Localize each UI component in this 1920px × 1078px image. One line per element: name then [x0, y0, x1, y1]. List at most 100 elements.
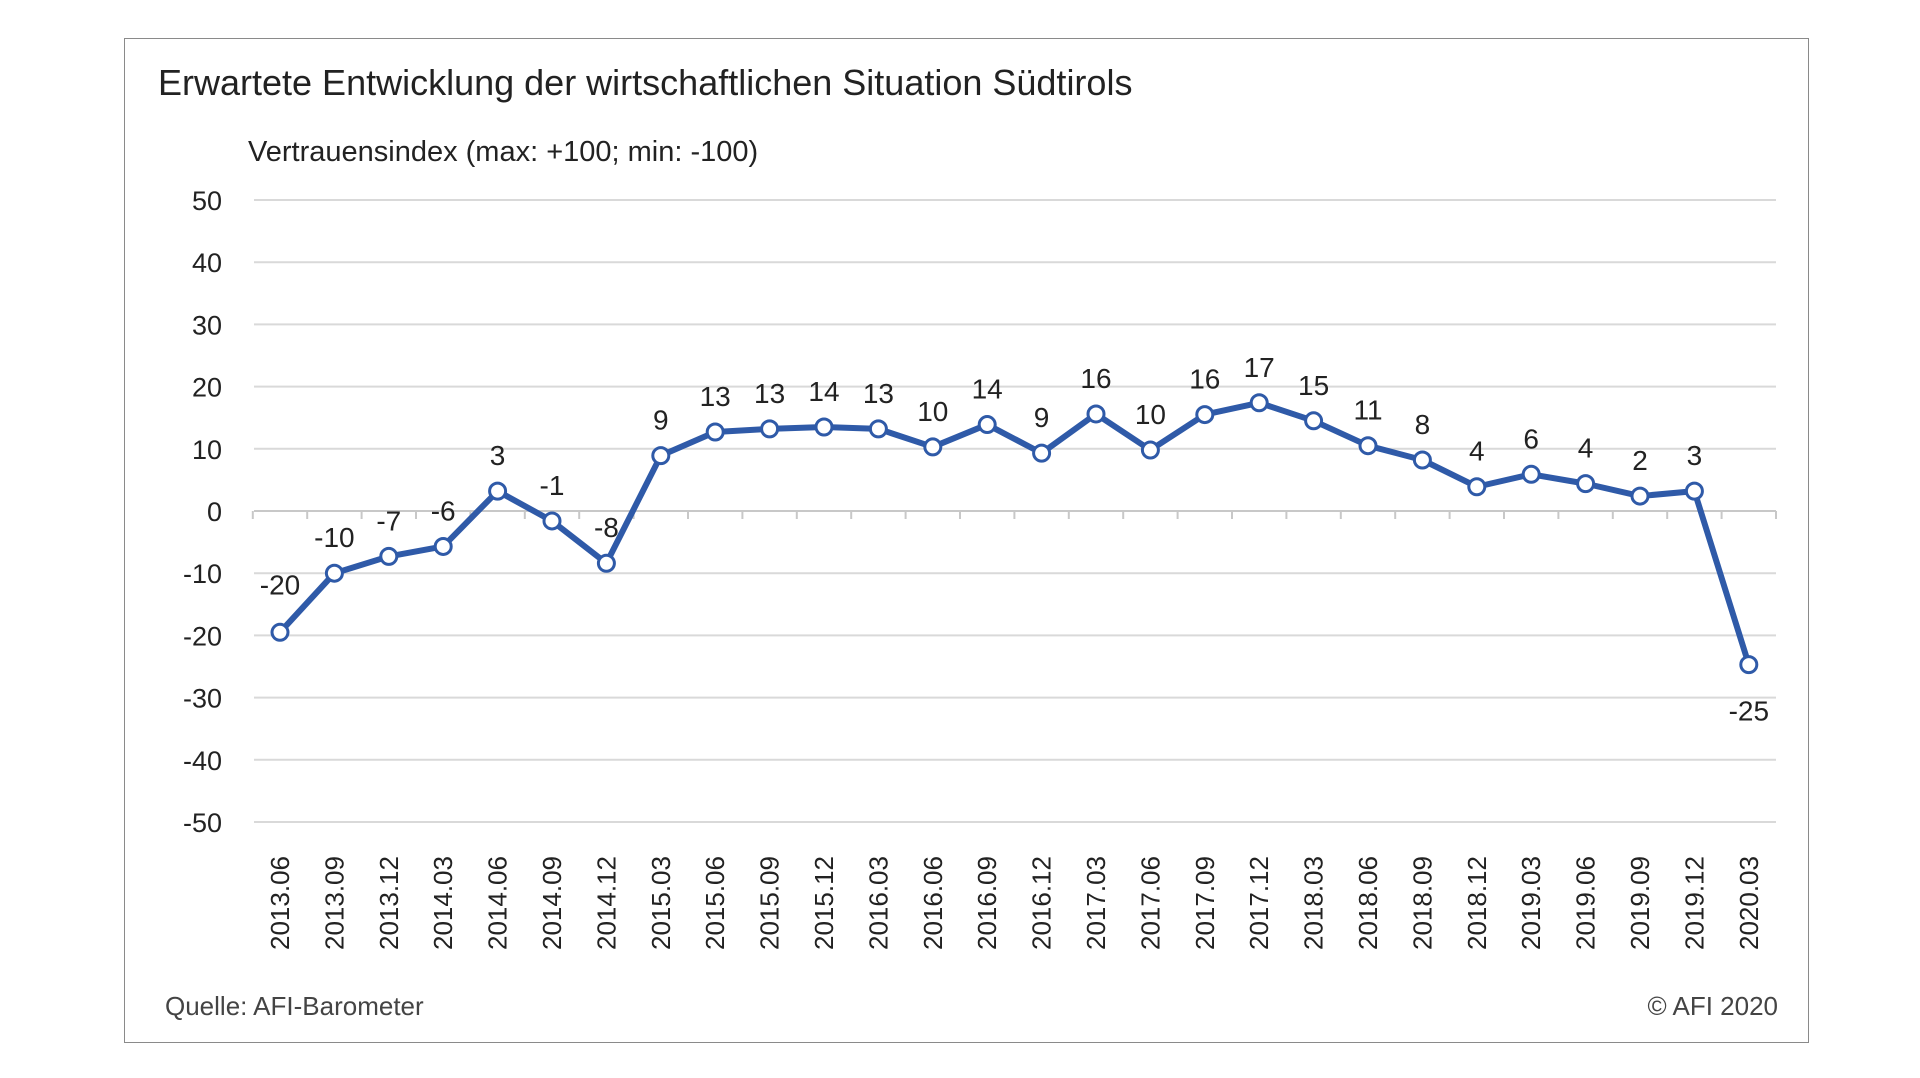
data-label: 6 [1523, 423, 1539, 454]
x-tick-label: 2014.03 [428, 856, 458, 950]
x-tick-label: 2015.09 [755, 856, 785, 950]
data-label: 10 [1135, 399, 1166, 430]
data-label: 2 [1632, 445, 1648, 476]
data-label: 9 [1034, 402, 1050, 433]
data-label: 16 [1189, 364, 1220, 395]
grid-lines [251, 199, 1777, 823]
data-point [814, 417, 834, 437]
x-tick-label: 2016.12 [1027, 856, 1057, 950]
data-point [1576, 474, 1596, 494]
data-label: -6 [431, 495, 456, 526]
data-label: 8 [1415, 409, 1431, 440]
copyright-note: © AFI 2020 [1647, 991, 1778, 1021]
data-label: -8 [594, 512, 619, 543]
y-tick-label: -20 [183, 621, 222, 651]
x-tick-label: 2018.06 [1353, 856, 1383, 950]
y-tick-label: 0 [207, 497, 222, 527]
data-label: -20 [260, 569, 300, 600]
data-point [542, 511, 562, 531]
data-label: 4 [1469, 436, 1485, 467]
x-tick-label: 2017.12 [1244, 856, 1274, 950]
data-point [1467, 477, 1487, 497]
x-tick-label: 2019.12 [1679, 856, 1709, 950]
x-tick-label: 2017.03 [1081, 856, 1111, 950]
data-point [1032, 443, 1052, 463]
y-tick-label: 10 [192, 435, 222, 465]
data-label: 13 [754, 378, 785, 409]
data-label: 11 [1353, 395, 1382, 426]
data-point [1195, 405, 1215, 425]
data-point [1739, 655, 1759, 675]
data-label: 15 [1298, 370, 1329, 401]
data-label: -1 [540, 470, 565, 501]
data-point [760, 419, 780, 439]
data-point [705, 422, 725, 442]
x-tick-label: 2016.03 [863, 856, 893, 950]
x-tick-label: 2018.12 [1462, 856, 1492, 950]
x-tick-label: 2013.09 [319, 856, 349, 950]
y-tick-label: 30 [192, 310, 222, 340]
chart-title: Erwartete Entwicklung der wirtschaftlich… [158, 62, 1133, 103]
chart-frame [124, 38, 1809, 1043]
x-tick-label: 2016.06 [918, 856, 948, 950]
data-labels: -20 -10 -7 -6 3 -1 -8 9 13 13 14 13 10 14 9 16 10 16 17 15 1… [260, 352, 1769, 727]
data-point [270, 622, 290, 642]
x-tick-label: 2018.09 [1407, 856, 1437, 950]
data-point [1684, 481, 1704, 501]
x-tick-label: 2015.06 [700, 856, 730, 950]
data-point [923, 437, 943, 457]
data-point [1249, 393, 1269, 413]
x-tick-label: 2014.12 [591, 856, 621, 950]
data-point [433, 536, 453, 556]
y-tick-label: -50 [183, 808, 222, 838]
data-point [868, 419, 888, 439]
data-point [488, 481, 508, 501]
x-tick-label: 2019.09 [1625, 856, 1655, 950]
data-label: 13 [863, 378, 894, 409]
data-label: 10 [917, 396, 948, 427]
y-tick-label: -10 [183, 559, 222, 589]
data-point [1358, 436, 1378, 456]
data-label: 16 [1080, 363, 1111, 394]
y-tick-label: -30 [183, 684, 222, 714]
x-tick-label: 2017.06 [1135, 856, 1165, 950]
data-label: 17 [1244, 352, 1275, 383]
data-label: -10 [314, 522, 354, 553]
data-label: 4 [1578, 433, 1594, 464]
x-tick-label: 2019.06 [1571, 856, 1601, 950]
x-tick-label: 2016.09 [972, 856, 1002, 950]
data-point [1304, 411, 1324, 431]
data-point [1412, 450, 1432, 470]
y-tick-label: 20 [192, 373, 222, 403]
x-tick-label: 2013.12 [374, 856, 404, 950]
data-label: 9 [653, 405, 669, 436]
x-tick-label: 2018.03 [1299, 856, 1329, 950]
x-tick-label: 2017.09 [1190, 856, 1220, 950]
y-axis-label: Vertrauensindex (max: +100; min: -100) [248, 136, 759, 168]
x-tick-labels: 2013.06 2013.09 2013.12 2014.03 2014.06 2014.… [265, 856, 1764, 950]
data-point [324, 563, 344, 583]
x-tick-label: 2020.03 [1734, 856, 1764, 950]
x-tick-label: 2015.03 [646, 856, 676, 950]
series-line [277, 399, 1752, 668]
data-point [1086, 404, 1106, 424]
data-point [651, 446, 671, 466]
data-label: -25 [1729, 696, 1769, 727]
x-tick-label: 2019.03 [1516, 856, 1546, 950]
data-point [379, 546, 399, 566]
x-tick-label: 2014.06 [483, 856, 513, 950]
data-point [977, 415, 997, 435]
x-tick-label: 2015.12 [809, 856, 839, 950]
data-label: 14 [808, 376, 839, 407]
x-tick-label: 2014.09 [537, 856, 567, 950]
x-tick-label: 2013.06 [265, 856, 295, 950]
data-label: 3 [1687, 440, 1703, 471]
data-label: -7 [376, 505, 401, 536]
source-note: Quelle: AFI-Barometer [165, 991, 424, 1021]
data-label: 14 [972, 374, 1003, 405]
y-tick-label: 40 [192, 248, 222, 278]
data-point [596, 553, 616, 573]
y-tick-labels: 50 40 30 20 10 0 -10 -20 -30 -40 -50 [183, 186, 222, 838]
data-series [270, 393, 1759, 675]
